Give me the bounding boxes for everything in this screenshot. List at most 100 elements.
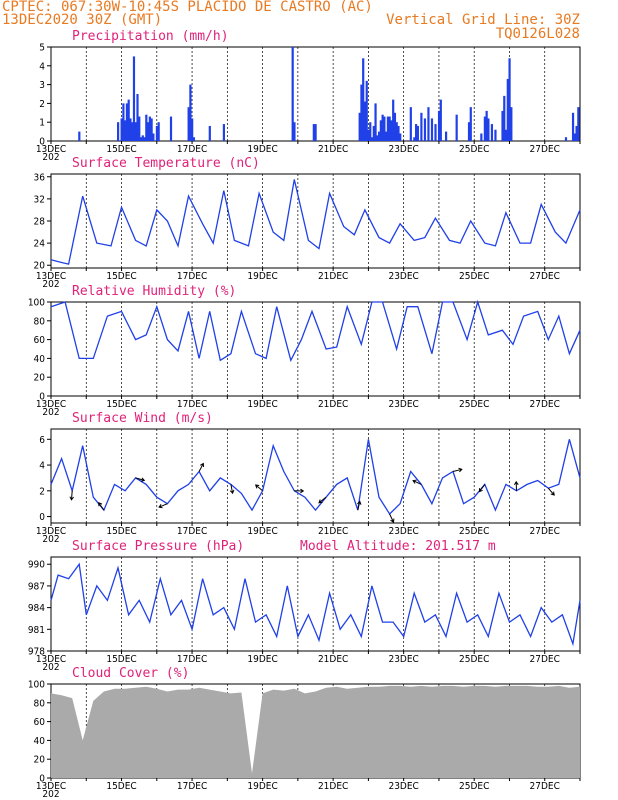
wind-direction-arrow: [478, 484, 486, 493]
precipitation-bar: [577, 107, 580, 141]
precipitation-x-date-label: 19DEC: [247, 144, 277, 155]
precipitation-bar: [508, 58, 511, 141]
precipitation-x-date-label: 21DEC: [318, 144, 348, 155]
precipitation-x-date-label: 23DEC: [388, 144, 418, 155]
wind-title: Surface Wind (m/s): [72, 411, 213, 426]
humidity-y-tick-label: 100: [28, 298, 45, 309]
wind-direction-arrow: [254, 484, 263, 492]
precipitation-bar: [415, 124, 418, 141]
precipitation-bar: [490, 124, 494, 141]
precipitation-bar: [427, 107, 430, 141]
pressure-x-year-label: 202: [42, 662, 59, 673]
precipitation-bar: [413, 137, 416, 141]
cloud-cover-y-tick-label: 20: [34, 755, 46, 766]
pressure-y-tick-label: 987: [28, 581, 45, 592]
wind-x-date-label: 25DEC: [459, 526, 489, 537]
humidity-y-tick-label: 40: [34, 354, 46, 365]
precipitation-bar: [363, 101, 367, 141]
precipitation-x-date-label: 15DEC: [106, 144, 136, 155]
precipitation-bar: [360, 84, 363, 141]
precipitation-bar: [145, 114, 148, 141]
pressure-x-date-label: 27DEC: [530, 654, 560, 665]
header-date: 13DEC2020 30Z (GMT): [2, 12, 162, 28]
model-altitude-label: Model Altitude: 201.517 m: [300, 539, 496, 554]
pressure-series-line: [50, 562, 581, 647]
precipitation-bar: [571, 112, 575, 141]
precipitation-bar: [455, 114, 458, 141]
cloud-cover-x-date-label: 23DEC: [388, 781, 418, 792]
precipitation-bar: [504, 129, 508, 141]
precipitation-x-year-label: 202: [42, 152, 59, 163]
header-model-code: TQ0126L028: [496, 26, 580, 42]
cloud-cover-y-tick-label: 100: [28, 680, 45, 691]
precipitation-bar: [157, 122, 160, 141]
precipitation-bar: [131, 122, 134, 141]
precipitation-bar: [141, 135, 144, 141]
humidity-plot-frame: [50, 301, 581, 397]
cloud-cover-x-date-label: 19DEC: [247, 781, 277, 792]
precipitation-bar: [399, 133, 402, 141]
wind-y-tick-label: 0: [39, 512, 45, 523]
wind-y-tick-label: 4: [39, 461, 45, 472]
humidity-x-date-label: 19DEC: [247, 399, 277, 410]
precipitation-bar: [390, 120, 393, 141]
wind-direction-arrow: [98, 502, 105, 511]
precipitation-bar: [189, 84, 192, 141]
precipitation-bar: [377, 131, 381, 141]
precipitation-bar: [381, 114, 384, 141]
wind-direction-arrow: [229, 484, 235, 495]
precipitation-bar: [124, 120, 127, 141]
pressure-x-date-label: 25DEC: [459, 654, 489, 665]
wind-plot-frame: [50, 428, 581, 524]
humidity-x-date-label: 15DEC: [106, 399, 136, 410]
temperature-x-date-label: 17DEC: [177, 271, 207, 282]
precipitation-bar: [503, 95, 506, 141]
precipitation-bar: [148, 116, 151, 141]
cloud-cover-x-year-label: 202: [42, 789, 59, 800]
precipitation-bar: [388, 116, 391, 141]
precipitation-bar: [155, 125, 158, 141]
precipitation-x-date-label: 25DEC: [459, 144, 489, 155]
cloud-cover-y-tick-label: 80: [34, 698, 46, 709]
temperature-plot-frame: [50, 173, 581, 269]
pressure-x-date-label: 13DEC: [36, 654, 66, 665]
cloud-cover-area: [51, 685, 580, 778]
precipitation-bar: [314, 124, 317, 141]
wind-direction-arrow: [547, 487, 555, 496]
precipitation-title: Precipitation (mm/h): [72, 29, 229, 44]
precipitation-bar: [485, 110, 488, 141]
temperature-x-date-label: 21DEC: [318, 271, 348, 282]
pressure-x-date-label: 23DEC: [388, 654, 418, 665]
cloud-cover-x-date-label: 21DEC: [318, 781, 348, 792]
precipitation-bar: [139, 137, 143, 141]
wind-direction-arrow: [389, 513, 395, 523]
temperature-y-tick-label: 20: [34, 261, 46, 272]
precipitation-bar: [312, 124, 315, 141]
cloud-cover-x-date-label: 13DEC: [36, 781, 66, 792]
precipitation-bar: [136, 94, 139, 141]
humidity-x-year-label: 202: [42, 407, 59, 418]
precipitation-bar: [127, 99, 130, 141]
precipitation-bar: [117, 122, 120, 141]
precipitation-bar: [365, 80, 368, 141]
precipitation-bar: [573, 133, 576, 141]
precipitation-bar: [393, 112, 397, 141]
header-station: CPTEC: 067:30W-10:45S PLACIDO DE CASTRO …: [2, 0, 373, 15]
pressure-x-date-label: 17DEC: [177, 654, 207, 665]
pressure-x-date-label: 21DEC: [318, 654, 348, 665]
precipitation-bar: [383, 116, 386, 141]
precipitation-bar: [129, 118, 132, 141]
humidity-x-date-label: 13DEC: [36, 399, 66, 410]
pressure-title: Surface Pressure (hPa): [72, 539, 244, 554]
temperature-y-tick-label: 32: [34, 194, 45, 205]
precipitation-bar: [564, 137, 568, 141]
wind-direction-arrow: [158, 503, 168, 509]
precipitation-bar: [78, 131, 81, 141]
temperature-x-date-label: 13DEC: [36, 271, 66, 282]
wind-x-year-label: 202: [42, 534, 59, 545]
precipitation-bar: [362, 58, 365, 141]
precipitation-bar: [437, 110, 441, 141]
precipitation-y-tick-label: 5: [39, 43, 45, 54]
cloud-cover-y-tick-label: 60: [34, 717, 46, 728]
temperature-y-tick-label: 28: [34, 217, 46, 228]
